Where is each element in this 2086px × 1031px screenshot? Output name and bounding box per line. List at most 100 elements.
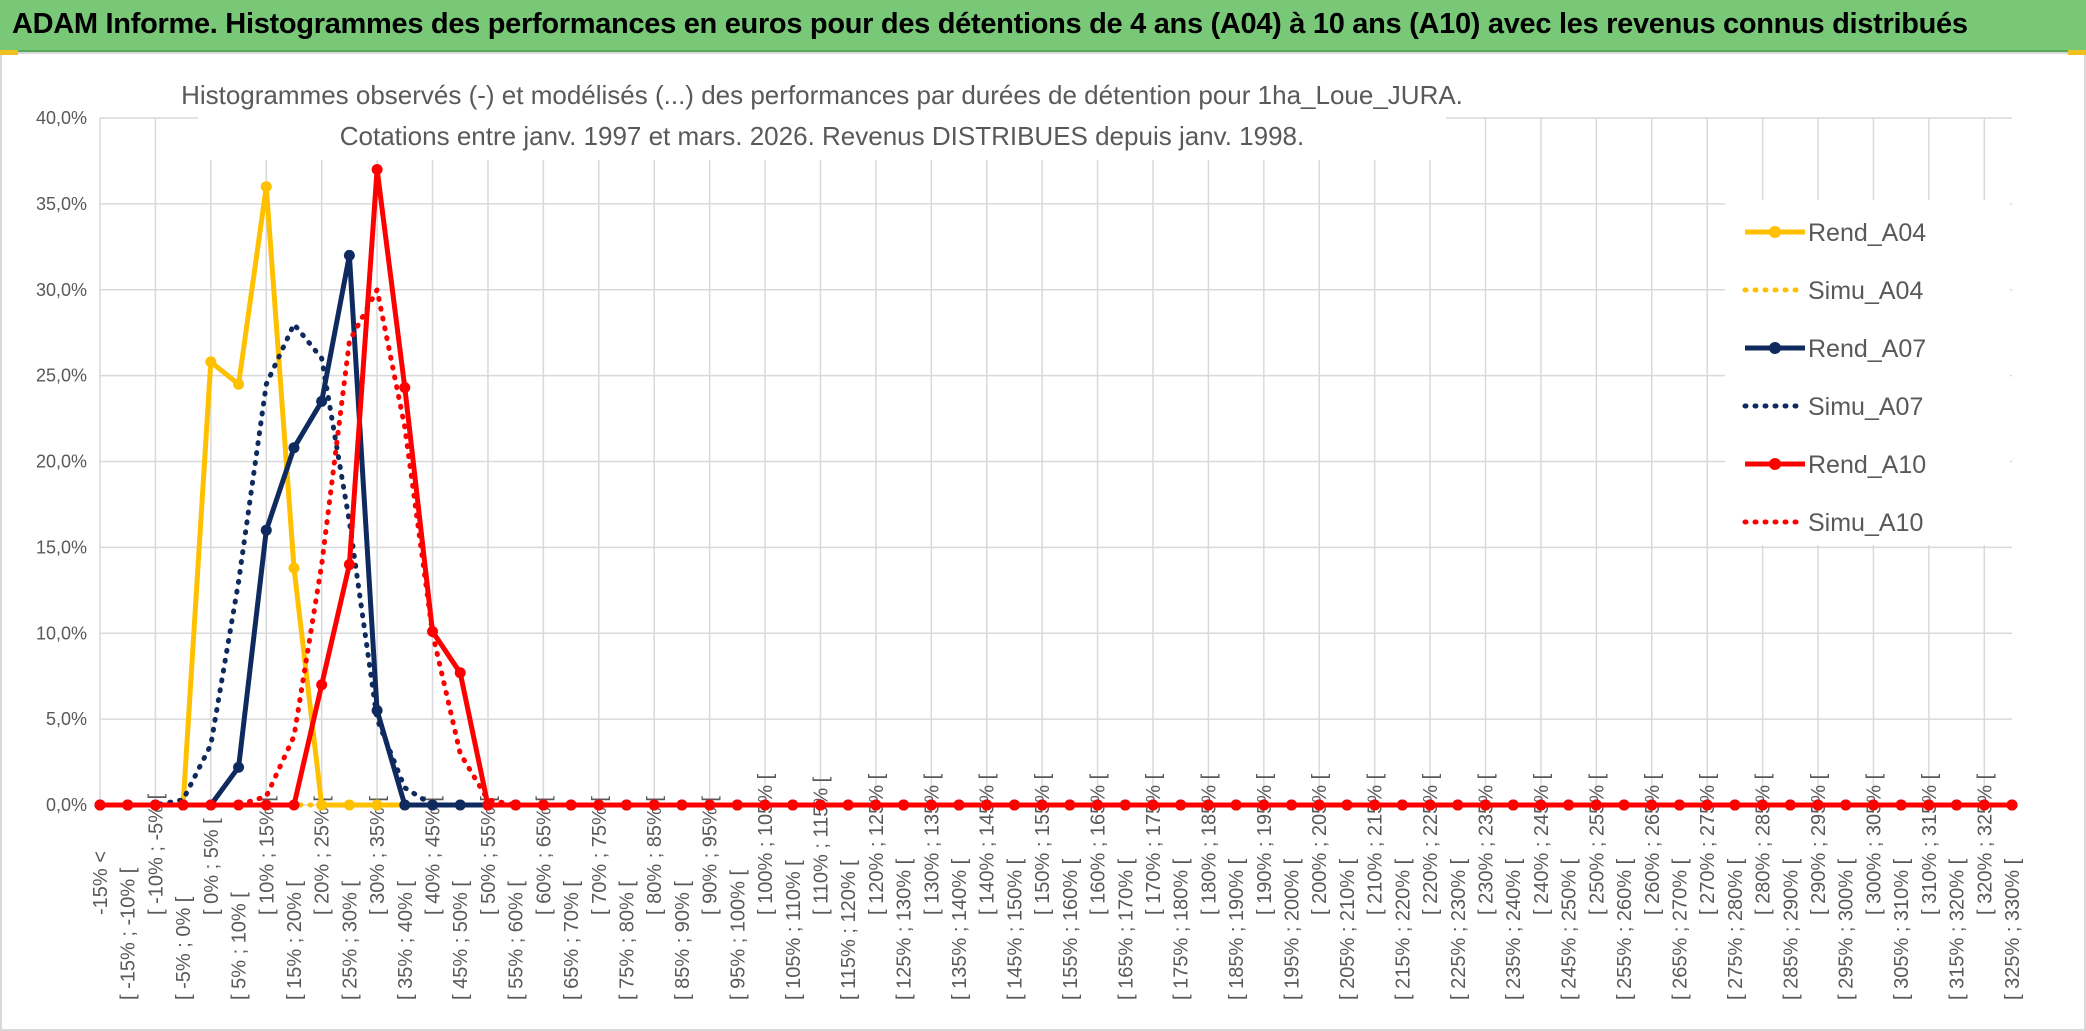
y-tick-label: 20,0% xyxy=(36,452,87,472)
data-point xyxy=(371,799,383,811)
data-point xyxy=(149,799,161,811)
x-tick-label: [ 60% ; 65% [ xyxy=(533,796,555,915)
data-point xyxy=(731,799,743,811)
x-tick-label: [ 75% ; 80% [ xyxy=(616,881,638,1000)
data-point xyxy=(1369,799,1381,811)
legend-background xyxy=(1725,200,2010,545)
x-tick-label: [ 150% ; 155% [ xyxy=(1032,773,1054,915)
x-tick-label: [ 155% ; 160% [ xyxy=(1060,858,1082,1000)
legend-marker xyxy=(1769,226,1781,238)
data-point xyxy=(288,442,300,454)
x-tick-label: [ 295% ; 300% [ xyxy=(1836,858,1858,1000)
x-tick-label: [ 195% ; 200% [ xyxy=(1282,858,1304,1000)
legend-marker xyxy=(1769,342,1781,354)
data-point xyxy=(205,356,217,368)
data-point xyxy=(870,799,882,811)
y-tick-label: 15,0% xyxy=(36,537,87,557)
report-banner: ADAM Informe. Histogrammes des performan… xyxy=(0,0,2086,52)
x-tick-label: [ 220% ; 225% [ xyxy=(1420,773,1442,915)
legend-label: Simu_A04 xyxy=(1808,277,1923,305)
data-point xyxy=(1452,799,1464,811)
x-tick-label: [ 320% ; 325% [ xyxy=(1974,773,1996,915)
y-tick-label: 5,0% xyxy=(46,709,87,729)
x-tick-label: [ 275% ; 280% [ xyxy=(1725,858,1747,1000)
x-tick-label: [ 285% ; 290% [ xyxy=(1780,858,1802,1000)
data-point xyxy=(1701,799,1713,811)
data-point xyxy=(1119,799,1131,811)
data-point xyxy=(1951,799,1963,811)
x-tick-label: [ 130% ; 135% [ xyxy=(921,773,943,915)
data-point xyxy=(288,562,300,574)
x-tick-label: [ 250% ; 255% [ xyxy=(1586,773,1608,915)
data-point xyxy=(981,799,993,811)
x-tick-label: [ 315% ; 320% [ xyxy=(1947,858,1969,1000)
legend: Rend_A04 Simu_A04 Rend_A07 Simu_A07 Rend_A10… xyxy=(1725,200,2010,545)
data-point xyxy=(343,559,355,571)
x-tick-label: [ 125% ; 130% [ xyxy=(894,858,916,1000)
x-tick-label: [ -5% ; 0% [ xyxy=(173,896,195,1000)
legend-label: Rend_A10 xyxy=(1808,451,1926,479)
chart-title: Histogrammes observés (-) et modélisés (… xyxy=(181,80,1463,110)
x-tick-label: [ 50% ; 55% [ xyxy=(478,796,500,915)
x-tick-label: [ 160% ; 165% [ xyxy=(1088,773,1110,915)
x-tick-label: [ 185% ; 190% [ xyxy=(1226,858,1248,1000)
legend-marker xyxy=(1769,458,1781,470)
x-tick-label: [ 305% ; 310% [ xyxy=(1891,858,1913,1000)
data-point xyxy=(371,164,383,176)
data-point xyxy=(399,382,411,394)
x-tick-label: [ 245% ; 250% [ xyxy=(1559,858,1581,1000)
x-tick-label: [ 230% ; 235% [ xyxy=(1476,773,1498,915)
x-tick-label: [ 35% ; 40% [ xyxy=(395,881,417,1000)
x-tick-label: [ 85% ; 90% [ xyxy=(672,881,694,1000)
x-tick-label: [ 200% ; 205% [ xyxy=(1309,773,1331,915)
data-point xyxy=(759,799,771,811)
x-tick-label: [ 115% ; 120% [ xyxy=(838,860,860,1000)
data-point xyxy=(260,181,272,193)
data-point xyxy=(454,667,466,679)
x-tick-label: [ 80% ; 85% [ xyxy=(644,796,666,915)
title-background xyxy=(198,74,1446,160)
grid xyxy=(99,117,2012,806)
x-tick-label: [ 265% ; 270% [ xyxy=(1669,858,1691,1000)
x-tick-label: [ 210% ; 215% [ xyxy=(1365,773,1387,915)
data-point xyxy=(316,679,328,691)
data-point xyxy=(1341,799,1353,811)
x-tick-label: [ 290% ; 295% [ xyxy=(1808,773,1830,915)
x-tick-label: [ 45% ; 50% [ xyxy=(450,881,472,1000)
x-tick-label: -15% < xyxy=(90,851,112,915)
x-tick-label: [ 25% ; 30% [ xyxy=(339,881,361,1000)
x-tick-label: [ 135% ; 140% [ xyxy=(949,858,971,1000)
x-tick-label: [ 15% ; 20% [ xyxy=(284,881,306,1000)
data-point xyxy=(1092,799,1104,811)
y-tick-label: 35,0% xyxy=(36,194,87,214)
data-point xyxy=(1812,799,1824,811)
x-tick-label: [ 240% ; 245% [ xyxy=(1531,773,1553,915)
x-tick-label: [ 205% ; 210% [ xyxy=(1337,858,1359,1000)
chart-frame xyxy=(0,52,2086,1031)
x-tick-label: [ 20% ; 25% [ xyxy=(312,796,334,915)
data-point xyxy=(1480,799,1492,811)
x-tick-label: [ 70% ; 75% [ xyxy=(589,796,611,915)
data-point xyxy=(1008,799,1020,811)
x-tick-label: [ 40% ; 45% [ xyxy=(423,796,445,915)
x-tick-label: [ 325% ; 330% [ xyxy=(2002,858,2024,1000)
data-point xyxy=(343,249,355,261)
x-tick-label: [ 55% ; 60% [ xyxy=(506,881,528,1000)
x-tick-label: [ 5% ; 10% [ xyxy=(229,892,251,1000)
data-point xyxy=(260,799,272,811)
x-tick-label: [ 100% ; 105% [ xyxy=(755,773,777,915)
x-tick-label: [ 105% ; 110% [ xyxy=(783,860,805,1000)
legend-label: Rend_A07 xyxy=(1808,335,1926,363)
x-tick-label: [ 270% ; 275% [ xyxy=(1697,773,1719,915)
x-tick-label: [ 120% ; 125% [ xyxy=(866,773,888,915)
x-tick-label: [ 65% ; 70% [ xyxy=(561,881,583,1000)
x-tick-label: [ 110% ; 115% [ xyxy=(810,776,832,915)
x-tick-label: [ 180% ; 185% [ xyxy=(1198,773,1220,915)
x-tick-label: [ 165% ; 170% [ xyxy=(1115,858,1137,1000)
data-point xyxy=(1729,799,1741,811)
x-tick-label: [ 30% ; 35% [ xyxy=(367,796,389,915)
data-point xyxy=(399,799,411,811)
y-tick-label: 30,0% xyxy=(36,280,87,300)
data-point xyxy=(288,799,300,811)
data-point xyxy=(842,799,854,811)
